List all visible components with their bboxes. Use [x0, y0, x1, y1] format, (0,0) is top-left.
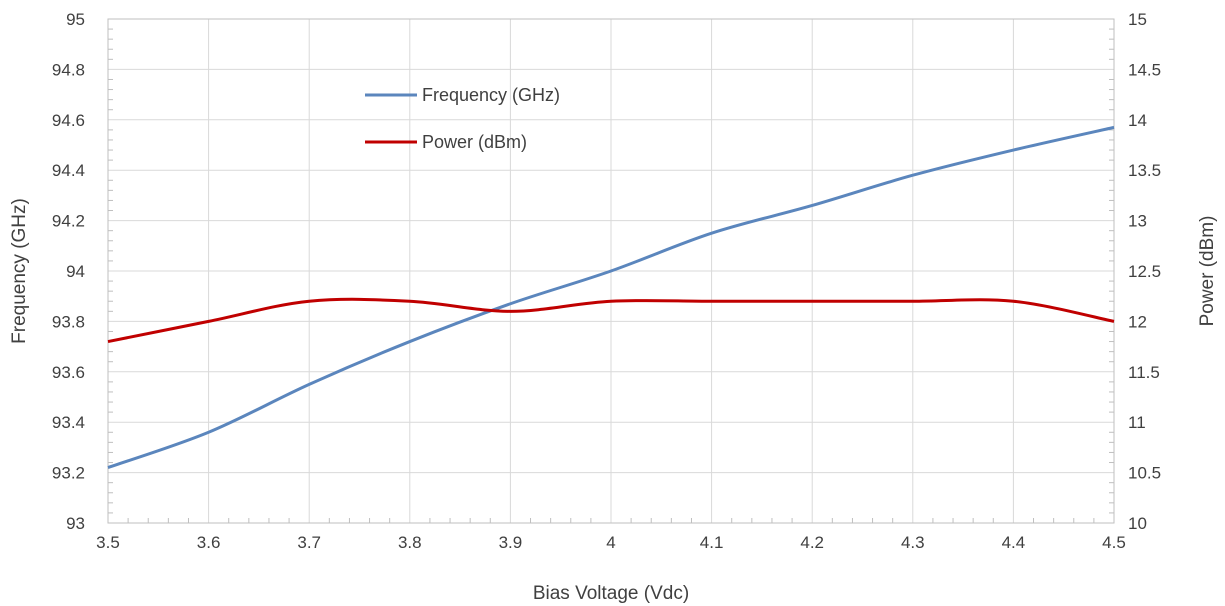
series-lines [107, 125, 1115, 469]
x-tick-label: 4.1 [700, 533, 724, 552]
y-tick-label: 93.6 [52, 363, 85, 382]
x-tick-label: 4.2 [800, 533, 824, 552]
x-tick-label: 4.4 [1002, 533, 1026, 552]
y2-tick-label: 13 [1128, 212, 1147, 231]
y-tick-label: 93.8 [52, 312, 85, 331]
frequency-series-line [107, 125, 1115, 469]
x-tick-label: 4 [606, 533, 615, 552]
plot-border [107, 18, 1115, 524]
y2-tick-label: 14 [1128, 111, 1147, 130]
x-tick-label: 4.5 [1102, 533, 1126, 552]
x-tick-label: 4.3 [901, 533, 925, 552]
y-axis-title: Frequency (GHz) [9, 198, 30, 344]
y2-tick-label: 15 [1128, 10, 1147, 29]
y-tick-label: 94.4 [52, 161, 85, 180]
power-series-line [107, 297, 1115, 344]
y-tick-label: 93.2 [52, 464, 85, 483]
y2-tick-label: 10.5 [1128, 464, 1161, 483]
legend-label-power: Power (dBm) [422, 132, 527, 152]
y2-tick-label: 12 [1128, 312, 1147, 331]
y2-tick-label: 10 [1128, 514, 1147, 533]
axes: 3.5 3.6 3.7 3.8 3.9 4 4.1 4.2 4.3 4.4 4.5 93 93.2 93.… [52, 10, 1161, 552]
y-tick-label: 93 [66, 514, 85, 533]
y-tick-label: 94.2 [52, 212, 85, 231]
legend-label-frequency: Frequency (GHz) [422, 85, 560, 105]
legend: Frequency (GHz) Power (dBm) [365, 85, 560, 152]
y-tick-label: 93.4 [52, 413, 85, 432]
x-tick-label: 3.9 [499, 533, 523, 552]
x-tick-label: 3.7 [297, 533, 321, 552]
y-tick-label: 94 [66, 262, 85, 281]
y2-tick-label: 14.5 [1128, 60, 1161, 79]
x-tick-label: 3.5 [96, 533, 120, 552]
y2-tick-label: 11 [1128, 413, 1146, 432]
y-tick-label: 94.8 [52, 60, 85, 79]
y-tick-label: 95 [66, 10, 85, 29]
x-tick-label: 3.8 [398, 533, 422, 552]
y2-tick-label: 11.5 [1128, 363, 1160, 382]
y-tick-label: 94.6 [52, 111, 85, 130]
x-axis-title: Bias Voltage (Vdc) [533, 583, 689, 604]
y2-axis-title: Power (dBm) [1197, 216, 1218, 327]
y2-tick-label: 12.5 [1128, 262, 1161, 281]
x-tick-label: 3.6 [197, 533, 221, 552]
y2-tick-label: 13.5 [1128, 161, 1161, 180]
